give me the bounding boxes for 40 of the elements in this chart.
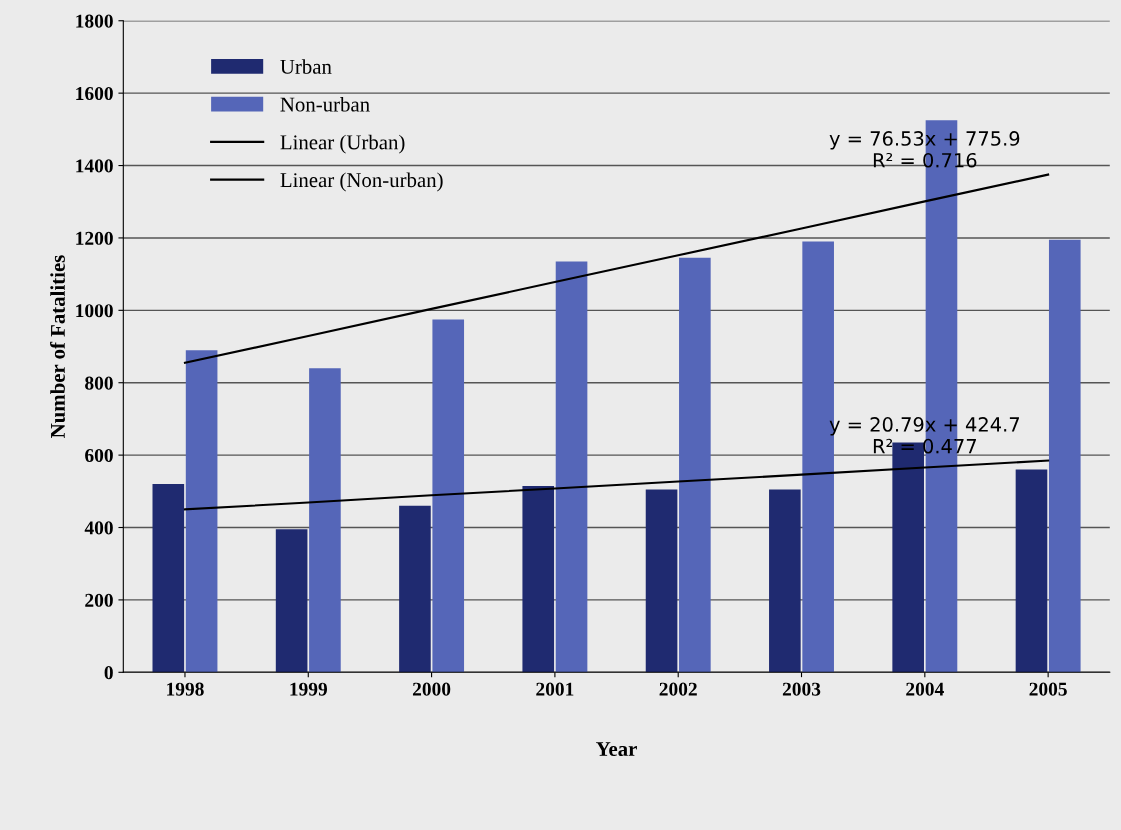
bar xyxy=(1048,239,1081,673)
legend-label: Linear (Non-urban) xyxy=(280,172,443,192)
bar xyxy=(645,489,678,673)
bar xyxy=(275,529,308,673)
legend-label: Non-urban xyxy=(280,96,370,112)
x-tick-label: 2003 xyxy=(782,682,821,696)
y-tick-label: 400 xyxy=(84,521,113,535)
x-tick-label: 1999 xyxy=(290,682,328,696)
bar xyxy=(679,257,711,673)
y-tick-label: 800 xyxy=(85,376,113,390)
y-tick-label: 1800 xyxy=(76,14,113,28)
line-series xyxy=(183,459,1050,511)
y-tick-label: 1200 xyxy=(76,231,113,245)
x-tick-label: 2001 xyxy=(536,682,574,696)
bar xyxy=(522,485,555,673)
y-tick-label: 1600 xyxy=(76,86,113,101)
bar xyxy=(152,484,185,673)
x-tick-label: 2000 xyxy=(412,682,451,696)
y-axis-title: Number of Fatalities xyxy=(50,255,65,438)
y-tick-label: 1000 xyxy=(76,304,113,318)
line-series xyxy=(183,173,1050,364)
legend-label: Urban xyxy=(280,59,332,74)
y-tick-label: 200 xyxy=(85,593,113,607)
y-tick-label: 1400 xyxy=(76,159,113,173)
y-tick-label: 600 xyxy=(85,448,113,463)
bar xyxy=(555,261,588,673)
x-tick-label: 2004 xyxy=(906,682,944,696)
bar xyxy=(892,442,924,673)
x-axis-title: Year xyxy=(596,742,637,756)
bar xyxy=(309,368,341,673)
legend-label: Linear (Urban) xyxy=(280,134,405,154)
bar xyxy=(432,319,465,673)
bar xyxy=(185,350,218,673)
y-tick-label: 0 xyxy=(104,666,113,680)
bar xyxy=(1015,469,1048,673)
bar xyxy=(399,505,431,673)
bar xyxy=(769,489,801,673)
x-tick-label: 1998 xyxy=(167,682,204,696)
x-tick-label: 2002 xyxy=(659,682,697,696)
x-tick-label: 2005 xyxy=(1029,682,1067,696)
